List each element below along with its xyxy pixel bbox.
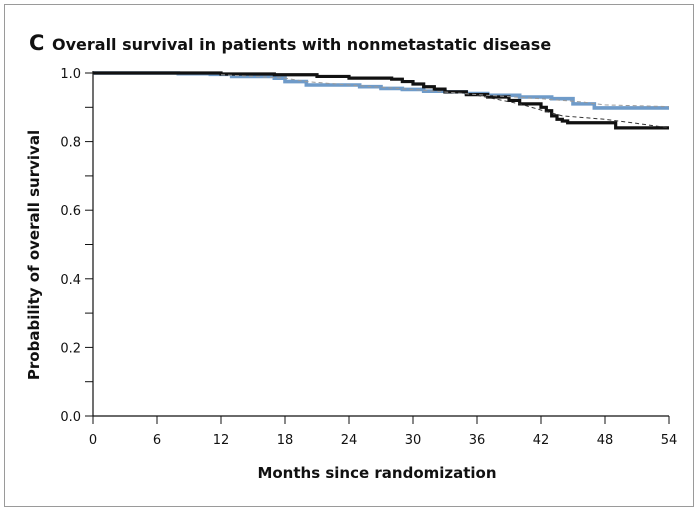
fitted-curve-4 — [476, 94, 670, 129]
y-tick-label: 0.8 — [60, 136, 81, 151]
y-tick-label: 0.2 — [60, 341, 81, 356]
y-axis-title: Probability of overall survival — [25, 130, 43, 380]
axes: 0.0 0.2 0.4 0.6 0.8 1.0 0 6 12 18 24 30 36 42 48 54 — [60, 67, 677, 448]
y-tick-label: 1.0 — [60, 67, 81, 82]
y-tick-label: 0.0 — [60, 410, 81, 425]
x-tick-label: 54 — [661, 433, 678, 448]
x-tick-label: 0 — [89, 433, 97, 448]
x-axis-title: Months since randomization — [257, 464, 496, 482]
x-tick-label: 6 — [153, 433, 161, 448]
x-tick-label: 48 — [597, 433, 614, 448]
fitted-curve-3 — [220, 74, 670, 108]
panel-letter: C — [29, 31, 45, 55]
x-tick-label: 42 — [533, 433, 550, 448]
y-tick-label: 0.4 — [60, 273, 81, 288]
x-tick-label: 18 — [277, 433, 294, 448]
x-tick-label: 36 — [469, 433, 486, 448]
series-layer — [93, 71, 670, 130]
survival-curve-1 — [93, 71, 669, 110]
x-tick-label: 24 — [341, 433, 358, 448]
x-tick-label: 30 — [405, 433, 422, 448]
survival-curve-2 — [93, 71, 669, 130]
y-tick-label: 0.6 — [60, 204, 81, 219]
chart-title-text: Overall survival in patients with nonmet… — [52, 35, 552, 54]
x-tick-label: 12 — [213, 433, 230, 448]
chart-title: C Overall survival in patients with nonm… — [29, 31, 551, 55]
